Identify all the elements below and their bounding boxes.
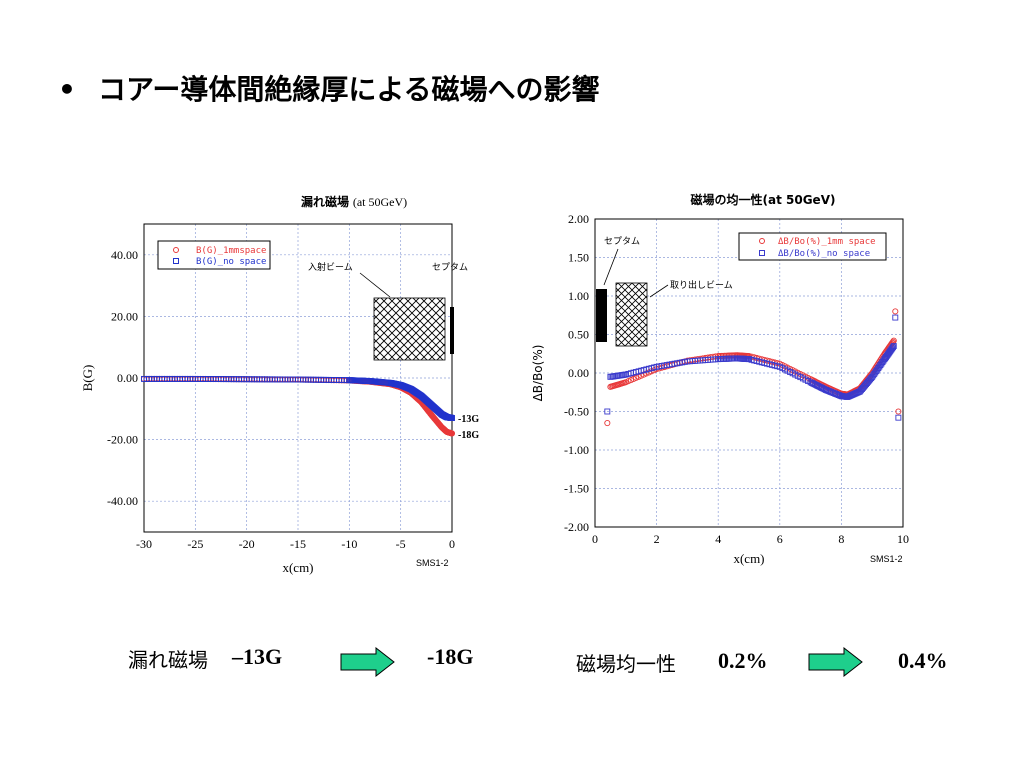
- chart2-legend-marker-1: [759, 238, 765, 244]
- chart1-xtick: -10: [341, 537, 357, 551]
- chart1-ytick: 20.00: [111, 309, 138, 323]
- chart2-xtick: 2: [654, 532, 660, 546]
- chart2-point: [892, 308, 899, 315]
- chart1-point: [448, 430, 456, 437]
- chart1-legend: [157, 240, 271, 270]
- chart1-ytick: 40.00: [111, 248, 138, 262]
- chart2-code: SMS1-2: [870, 554, 903, 564]
- chart1-code: SMS1-2: [416, 558, 449, 568]
- chart1-beam-label: 入射ビーム: [308, 261, 353, 273]
- uniformity-summary-label: 磁場均一性: [576, 652, 676, 676]
- chart2-ytick: 1.00: [568, 289, 589, 303]
- chart1-ytick: -40.00: [107, 494, 138, 508]
- chart2-ytick: 1.50: [568, 251, 589, 265]
- chart2-xtick: 6: [777, 532, 783, 546]
- chart1-legend-marker-2: [173, 258, 179, 264]
- chart2-ytick: 2.00: [568, 212, 589, 226]
- chart2-xtick: 8: [838, 532, 844, 546]
- chart1-end-high: -13G: [458, 414, 479, 425]
- chart2-septum-arrow: [603, 248, 619, 286]
- chart2-point: [892, 314, 899, 321]
- chart2-plot-area: [594, 218, 904, 528]
- leak-arrow-icon: [340, 647, 395, 677]
- chart2-beam-box: [615, 282, 648, 347]
- chart1-ytick: 0.00: [117, 371, 138, 385]
- chart1-xlabel: x(cm): [282, 560, 313, 575]
- chart2-legend-marker-2: [759, 250, 765, 256]
- chart1-xtick: -25: [187, 537, 203, 551]
- chart1-title: 漏れ磁場: [301, 194, 349, 209]
- chart2-xtick: 4: [715, 532, 721, 546]
- chart1-legend-label-2: B(G)_no space: [196, 257, 266, 267]
- chart2-legend-label-2: ΔB/Bo(%)_no space: [778, 249, 870, 259]
- chart2-ytick: -1.50: [564, 482, 589, 496]
- chart2-legend-label-1: ΔB/Bo(%)_1mm space: [778, 237, 876, 247]
- chart1-legend-marker-1: [173, 247, 179, 253]
- chart2-ytick: -2.00: [564, 520, 589, 534]
- chart1-point: [449, 415, 455, 421]
- chart1-xtick: 0: [449, 537, 455, 551]
- chart2-ytick: 0.00: [568, 366, 589, 380]
- chart2-ytick: 0.50: [568, 328, 589, 342]
- chart2-point: [604, 419, 611, 427]
- leak-summary-label: 漏れ磁場: [128, 648, 208, 672]
- uniformity-summary-to: 0.4%: [898, 648, 948, 673]
- chart2-beam-label: 取り出しビーム: [670, 279, 733, 291]
- uniformity-summary-from: 0.2%: [718, 648, 768, 673]
- page-heading: • コアー導体間絶縁厚による磁場への影響: [58, 68, 599, 108]
- chart2-title: 磁場の均一性(at 50GeV): [690, 192, 836, 207]
- chart2-point: [895, 414, 902, 421]
- chart2-ytick: -0.50: [564, 405, 589, 419]
- uniformity-chart: 磁場の均一性(at 50GeV) 0 2 4 6 8 10 2.00 1.50 1.00 0.50…: [531, 192, 909, 566]
- chart2-xtick: 0: [592, 532, 598, 546]
- chart2-beam-arrow: [649, 284, 669, 298]
- chart2-point: [604, 408, 611, 415]
- page-title: コアー導体間絶縁厚による磁場への影響: [98, 73, 600, 106]
- chart2-septum-label: セプタム: [604, 236, 640, 247]
- chart2-ylabel: ΔB/Bo(%): [531, 345, 545, 402]
- chart2-xlabel: x(cm): [733, 551, 764, 566]
- chart2-septum-bar: [596, 289, 607, 342]
- chart1-septum-label: セプタム: [432, 262, 468, 273]
- chart1-xtick: -20: [239, 537, 255, 551]
- chart1-end-low: -18G: [458, 430, 479, 441]
- chart1-xtick: -30: [136, 537, 152, 551]
- chart1-ytick: -20.00: [107, 433, 138, 447]
- bullet-icon: •: [58, 73, 76, 106]
- leak-summary-from: –13G: [232, 644, 283, 669]
- leak-field-chart: 漏れ磁場 (at 50GeV) -30 -25 -20 -15 -10 -5 0 40.00 2…: [80, 194, 479, 575]
- chart1-xtick: -15: [290, 537, 306, 551]
- chart1-ylabel: B(G): [80, 365, 95, 392]
- uniformity-arrow-icon: [808, 647, 863, 677]
- chart1-xtick: -5: [396, 537, 406, 551]
- chart2-point: [890, 343, 897, 350]
- chart2-xtick: 10: [897, 532, 909, 546]
- leak-summary-to: -18G: [427, 644, 474, 669]
- chart1-subtitle: (at 50GeV): [353, 195, 407, 209]
- chart2-point: [890, 344, 896, 351]
- chart1-beam-box: [373, 297, 446, 361]
- chart2-ytick: -1.00: [564, 443, 589, 457]
- chart1-septum-bar: [450, 307, 454, 354]
- chart1-beam-arrow: [359, 272, 391, 298]
- chart1-legend-label-1: B(G)_1mmspace: [196, 246, 266, 256]
- chart2-point: [895, 408, 902, 415]
